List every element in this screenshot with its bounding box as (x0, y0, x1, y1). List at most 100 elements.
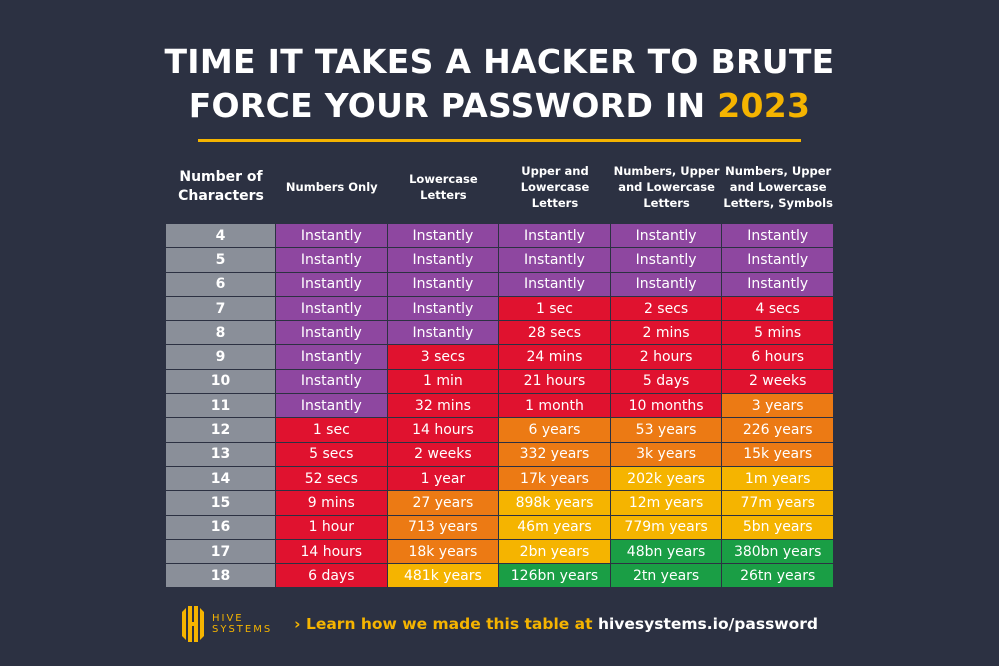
header-numbers-upper-lower: Numbers, Upper and Lowercase Letters (613, 164, 720, 210)
char-count-cell: 17 (166, 539, 276, 565)
time-cell: 3 secs (387, 345, 500, 370)
char-count-cell: 8 (166, 321, 276, 346)
title-line-2: FORCE YOUR PASSWORD IN 2023 (0, 84, 999, 128)
time-cell: Instantly (276, 248, 388, 273)
time-cell: 332 years (499, 442, 611, 467)
time-cell: 2tn years (610, 564, 723, 589)
page-title: TIME IT TAKES A HACKER TO BRUTE FORCE YO… (0, 40, 999, 128)
time-cell: 2 hours (610, 345, 723, 370)
time-cell: 2 mins (610, 321, 723, 346)
time-cell: Instantly (722, 272, 834, 297)
time-cell: 898k years (499, 491, 611, 516)
time-cell: 17k years (499, 466, 611, 492)
char-count-cell: 13 (166, 442, 276, 467)
time-cell: 14 hours (387, 418, 500, 443)
learn-text: Learn how we made this table at (305, 615, 598, 633)
time-cell: Instantly (387, 224, 500, 249)
time-cell: Instantly (387, 296, 500, 322)
logo-line-2: SYSTEMS (212, 624, 273, 635)
time-cell: 5bn years (722, 515, 834, 540)
time-cell: 202k years (610, 466, 723, 492)
time-cell: 27 years (387, 491, 500, 516)
time-cell: 2 weeks (387, 442, 500, 467)
char-count-cell: 5 (166, 248, 276, 273)
time-cell: 713 years (387, 515, 500, 540)
header-characters: Number of Characters (178, 169, 264, 204)
char-count-cell: 7 (166, 296, 276, 322)
time-cell: 1 hour (276, 515, 388, 540)
table-header: Number of Characters Numbers Only Lowerc… (166, 155, 834, 219)
time-cell: Instantly (387, 272, 500, 297)
time-cell: 481k years (387, 564, 500, 589)
time-cell: 1 month (499, 394, 611, 419)
time-cell: 1 sec (499, 296, 611, 322)
time-cell: Instantly (276, 296, 388, 322)
char-count-cell: 18 (166, 564, 276, 589)
char-count-cell: 6 (166, 272, 276, 297)
header-lowercase: Lowercase Letters (409, 172, 478, 202)
time-cell: 10 months (610, 394, 723, 419)
logo-line-1: HIVE (212, 613, 244, 624)
time-cell: 77m years (722, 491, 834, 516)
time-cell: 2 weeks (722, 369, 834, 395)
time-cell: 1m years (722, 466, 834, 492)
time-cell: 2bn years (499, 539, 611, 565)
time-cell: Instantly (499, 248, 611, 273)
time-cell: Instantly (276, 272, 388, 297)
time-cell: Instantly (722, 224, 834, 249)
time-cell: 14 hours (276, 539, 388, 565)
time-cell: 24 mins (499, 345, 611, 370)
chevron-right-icon: › (294, 615, 301, 633)
time-cell: 3 years (722, 394, 834, 419)
title-underline (198, 139, 801, 142)
char-count-cell: 14 (166, 466, 276, 492)
time-cell: 28 secs (499, 321, 611, 346)
time-cell: 32 mins (387, 394, 500, 419)
time-cell: 5 mins (722, 321, 834, 346)
char-count-cell: 16 (166, 515, 276, 540)
time-cell: 18k years (387, 539, 500, 565)
time-cell: 48bn years (610, 539, 723, 565)
char-count-cell: 15 (166, 491, 276, 516)
time-cell: 6 years (499, 418, 611, 443)
time-cell: Instantly (276, 345, 388, 370)
time-cell: Instantly (276, 224, 388, 249)
time-cell: 1 sec (276, 418, 388, 443)
time-cell: 26tn years (722, 564, 834, 589)
time-cell: 2 secs (610, 296, 723, 322)
time-cell: Instantly (722, 248, 834, 273)
time-cell: 21 hours (499, 369, 611, 395)
char-count-cell: 10 (166, 369, 276, 395)
time-cell: 52 secs (276, 466, 388, 492)
time-cell: Instantly (610, 248, 723, 273)
learn-url[interactable]: hivesystems.io/password (597, 615, 818, 633)
time-cell: Instantly (499, 272, 611, 297)
title-year: 2023 (717, 86, 811, 125)
char-count-cell: 4 (166, 224, 276, 249)
hive-logo-icon (182, 606, 204, 642)
time-cell: 9 mins (276, 491, 388, 516)
hive-systems-logo: HIVE SYSTEMS (180, 605, 272, 643)
time-cell: 4 secs (722, 296, 834, 322)
title-line-2-text: FORCE YOUR PASSWORD IN (188, 86, 718, 125)
time-cell: Instantly (276, 321, 388, 346)
password-table: 4 Instantly Instantly Instantly Instantly Ins… (166, 224, 834, 589)
time-cell: Instantly (276, 394, 388, 419)
time-cell: 380bn years (722, 539, 834, 565)
time-cell: 53 years (610, 418, 723, 443)
header-all-symbols: Numbers, Upper and Lowercase Letters, Sy… (723, 164, 833, 210)
time-cell: 15k years (722, 442, 834, 467)
char-count-cell: 12 (166, 418, 276, 443)
title-line-1: TIME IT TAKES A HACKER TO BRUTE (164, 42, 835, 81)
time-cell: 226 years (722, 418, 834, 443)
header-upper-lower: Upper and Lowercase Letters (520, 164, 590, 210)
time-cell: 1 year (387, 466, 500, 492)
time-cell: Instantly (610, 224, 723, 249)
time-cell: Instantly (276, 369, 388, 395)
time-cell: 5 secs (276, 442, 388, 467)
learn-more-link[interactable]: › Learn how we made this table at hivesy… (294, 615, 818, 633)
time-cell: Instantly (387, 248, 500, 273)
time-cell: Instantly (387, 321, 500, 346)
time-cell: 6 hours (722, 345, 834, 370)
footer: HIVE SYSTEMS › Learn how we made this ta… (180, 605, 830, 645)
